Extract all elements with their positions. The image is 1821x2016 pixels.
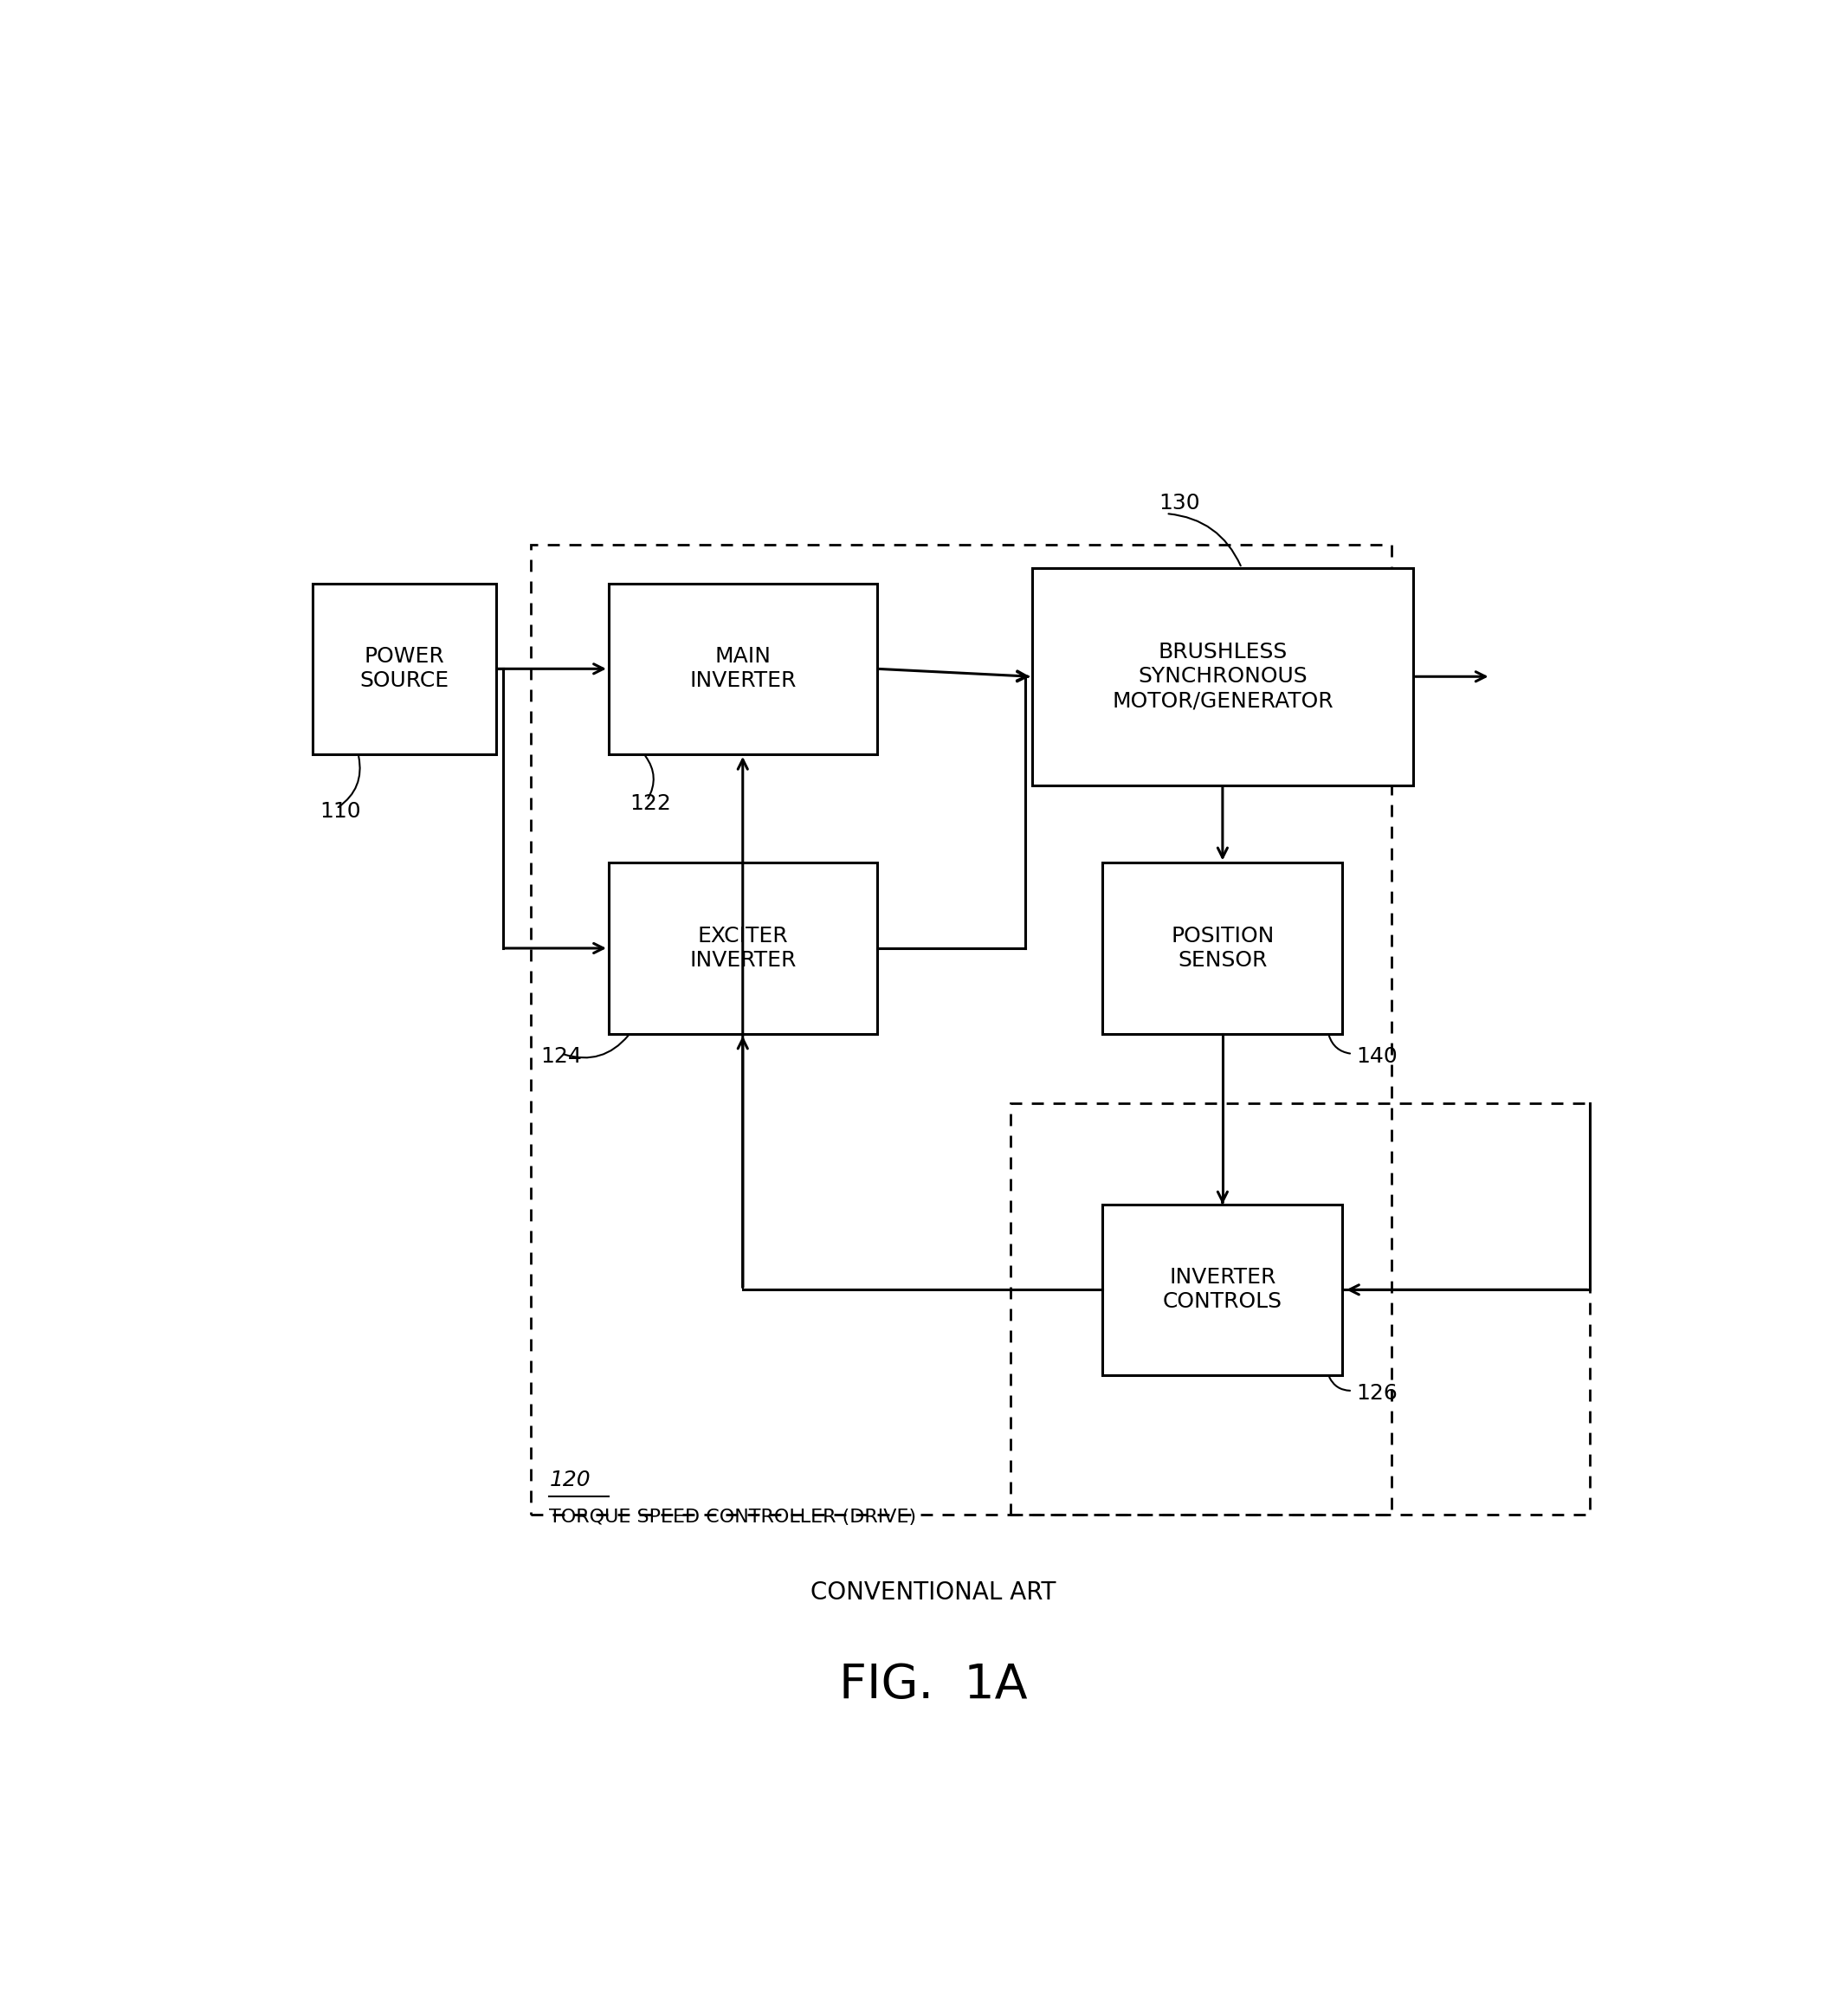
Bar [608,863,878,1034]
Text: FIG.  1A: FIG. 1A [839,1663,1027,1710]
Bar [1033,569,1413,786]
Bar [313,583,495,754]
Text: 120: 120 [550,1470,590,1490]
Text: INVERTER
CONTROLS: INVERTER CONTROLS [1164,1268,1282,1312]
Text: POSITION
SENSOR: POSITION SENSOR [1171,925,1275,970]
Text: BRUSHLESS
SYNCHRONOUS
MOTOR/GENERATOR: BRUSHLESS SYNCHRONOUS MOTOR/GENERATOR [1113,643,1333,712]
Bar [532,544,1391,1514]
Text: 110: 110 [319,800,361,823]
Bar [1104,1204,1342,1375]
Text: MAIN
INVERTER: MAIN INVERTER [690,647,796,691]
Text: CONVENTIONAL ART: CONVENTIONAL ART [810,1581,1056,1605]
Bar [1104,863,1342,1034]
Bar [1011,1103,1590,1514]
Text: 124: 124 [541,1046,583,1066]
Text: 126: 126 [1357,1383,1399,1403]
Text: EXCITER
INVERTER: EXCITER INVERTER [690,925,796,970]
Bar [608,583,878,754]
Text: POWER
SOURCE: POWER SOURCE [359,647,448,691]
Text: 140: 140 [1357,1046,1399,1066]
Text: TORQUE SPEED CONTROLLER (DRIVE): TORQUE SPEED CONTROLLER (DRIVE) [550,1508,916,1526]
Text: 122: 122 [630,792,672,814]
Text: 130: 130 [1160,492,1200,514]
